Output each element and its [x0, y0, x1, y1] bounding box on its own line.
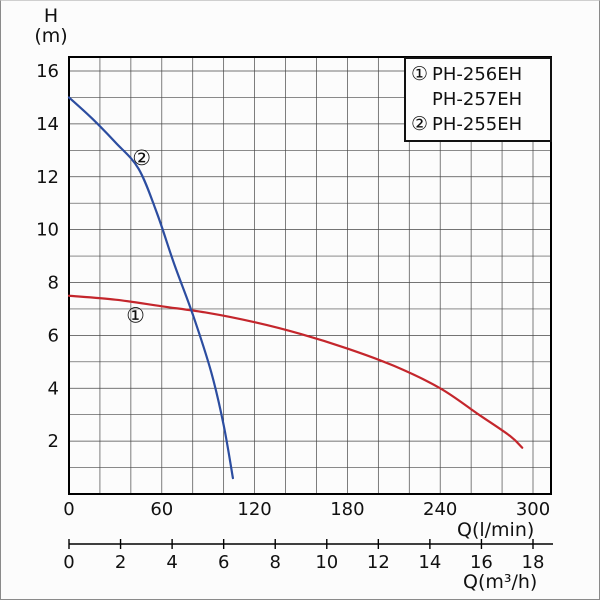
legend-label: PH-257EH: [432, 89, 523, 110]
svg-text:4: 4: [48, 378, 59, 399]
svg-text:4: 4: [166, 552, 177, 573]
svg-text:10: 10: [36, 220, 59, 241]
svg-text:12: 12: [367, 552, 390, 573]
legend-marker-1: ①: [411, 63, 429, 85]
svg-text:14: 14: [36, 114, 59, 135]
y-axis-unit: (m): [34, 25, 68, 47]
svg-text:60: 60: [150, 499, 173, 520]
svg-text:18: 18: [522, 552, 545, 573]
legend-row: PH-257EH: [411, 87, 548, 112]
svg-text:300: 300: [516, 499, 550, 520]
legend-label: PH-256EH: [432, 64, 523, 85]
svg-text:2: 2: [115, 552, 126, 573]
svg-text:2: 2: [48, 431, 59, 452]
svg-text:8: 8: [269, 552, 280, 573]
x2-axis-title: Q(m³/h): [463, 571, 538, 593]
legend-row: ① PH-256EH: [411, 62, 548, 87]
svg-text:12: 12: [36, 167, 59, 188]
legend-label: PH-255EH: [432, 114, 523, 135]
svg-text:8: 8: [48, 273, 59, 294]
svg-text:14: 14: [418, 552, 441, 573]
svg-text:0: 0: [63, 552, 74, 573]
svg-text:180: 180: [330, 499, 364, 520]
svg-text:①: ①: [126, 304, 145, 328]
svg-text:0: 0: [63, 499, 74, 520]
svg-text:16: 16: [470, 552, 493, 573]
svg-text:120: 120: [237, 499, 271, 520]
legend-row: ② PH-255EH: [411, 112, 548, 137]
svg-text:6: 6: [218, 552, 229, 573]
svg-text:16: 16: [36, 61, 59, 82]
x-axis-title: Q(l/min): [457, 519, 535, 541]
y-axis-title: H: [43, 5, 59, 27]
svg-text:6: 6: [48, 325, 59, 346]
legend-marker-2: ②: [411, 113, 429, 135]
svg-text:240: 240: [423, 499, 457, 520]
svg-text:②: ②: [132, 146, 151, 170]
svg-text:10: 10: [315, 552, 338, 573]
legend: ① PH-256EH PH-257EH ② PH-255EH: [404, 57, 552, 142]
